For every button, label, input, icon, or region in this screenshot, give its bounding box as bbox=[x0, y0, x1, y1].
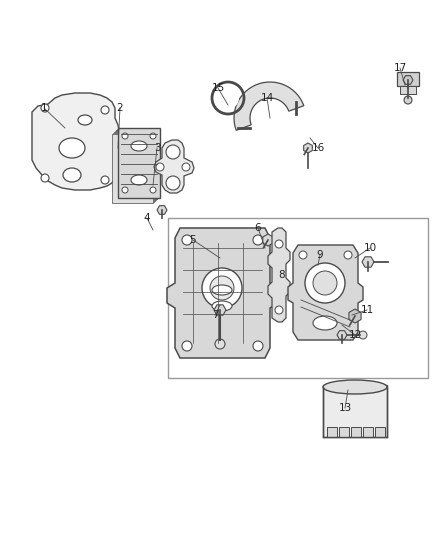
Circle shape bbox=[101, 176, 109, 184]
Bar bbox=[323, 385, 387, 437]
Circle shape bbox=[305, 263, 345, 303]
Circle shape bbox=[156, 163, 164, 171]
Text: 7: 7 bbox=[212, 310, 218, 320]
Circle shape bbox=[41, 174, 49, 182]
Ellipse shape bbox=[131, 175, 147, 185]
Circle shape bbox=[166, 145, 180, 159]
Bar bbox=[397, 72, 419, 86]
Text: 6: 6 bbox=[254, 223, 261, 233]
Circle shape bbox=[182, 163, 190, 171]
Circle shape bbox=[202, 268, 242, 308]
Text: 10: 10 bbox=[364, 243, 377, 253]
Circle shape bbox=[150, 187, 156, 193]
Text: 14: 14 bbox=[260, 93, 274, 103]
Bar bbox=[115, 131, 156, 200]
Circle shape bbox=[217, 87, 239, 109]
Polygon shape bbox=[167, 228, 278, 358]
Text: 2: 2 bbox=[117, 103, 124, 113]
Bar bbox=[339, 427, 349, 437]
Circle shape bbox=[122, 187, 128, 193]
Text: 12: 12 bbox=[348, 330, 362, 340]
Polygon shape bbox=[337, 330, 347, 340]
Circle shape bbox=[299, 251, 307, 259]
Circle shape bbox=[275, 306, 283, 314]
Ellipse shape bbox=[78, 115, 92, 125]
Polygon shape bbox=[362, 257, 374, 267]
Ellipse shape bbox=[212, 301, 232, 311]
Polygon shape bbox=[349, 309, 361, 323]
Bar bbox=[114, 132, 155, 201]
Polygon shape bbox=[263, 234, 273, 246]
Text: 3: 3 bbox=[154, 143, 160, 153]
Circle shape bbox=[210, 276, 234, 300]
Ellipse shape bbox=[323, 380, 387, 394]
Circle shape bbox=[275, 240, 283, 248]
Ellipse shape bbox=[212, 285, 232, 295]
Circle shape bbox=[215, 339, 225, 349]
Text: 9: 9 bbox=[317, 250, 323, 260]
Bar bbox=[117, 130, 157, 199]
Ellipse shape bbox=[313, 316, 337, 330]
Bar bbox=[168, 218, 428, 378]
Bar bbox=[116, 131, 157, 199]
Polygon shape bbox=[234, 82, 304, 130]
Bar bbox=[117, 129, 158, 198]
Text: 17: 17 bbox=[393, 63, 406, 73]
Text: 16: 16 bbox=[311, 143, 325, 153]
Circle shape bbox=[166, 176, 180, 190]
Bar bbox=[363, 427, 373, 437]
Circle shape bbox=[122, 133, 128, 139]
Bar bbox=[327, 427, 337, 437]
Circle shape bbox=[344, 251, 352, 259]
Circle shape bbox=[313, 271, 337, 295]
Polygon shape bbox=[154, 140, 194, 193]
Polygon shape bbox=[214, 305, 226, 315]
Bar bbox=[118, 128, 160, 198]
Circle shape bbox=[101, 106, 109, 114]
Text: 13: 13 bbox=[339, 403, 352, 413]
Text: 8: 8 bbox=[279, 270, 285, 280]
Polygon shape bbox=[268, 228, 290, 322]
Polygon shape bbox=[157, 206, 167, 214]
Circle shape bbox=[150, 133, 156, 139]
Text: 4: 4 bbox=[144, 213, 150, 223]
Bar bbox=[351, 427, 361, 437]
Circle shape bbox=[253, 235, 263, 245]
Polygon shape bbox=[403, 76, 413, 84]
Circle shape bbox=[359, 331, 367, 339]
Bar bbox=[113, 133, 154, 202]
Bar bbox=[375, 427, 385, 437]
Circle shape bbox=[182, 235, 192, 245]
Bar bbox=[400, 86, 416, 94]
Circle shape bbox=[182, 341, 192, 351]
Circle shape bbox=[404, 96, 412, 104]
Circle shape bbox=[41, 104, 49, 112]
Text: 1: 1 bbox=[41, 103, 47, 113]
Bar bbox=[118, 128, 159, 197]
Text: 5: 5 bbox=[190, 235, 196, 245]
Bar bbox=[113, 134, 153, 203]
Polygon shape bbox=[32, 93, 120, 190]
Polygon shape bbox=[288, 245, 363, 340]
Ellipse shape bbox=[63, 168, 81, 182]
Polygon shape bbox=[304, 143, 312, 153]
Ellipse shape bbox=[59, 138, 85, 158]
Circle shape bbox=[253, 341, 263, 351]
Ellipse shape bbox=[131, 141, 147, 151]
Text: 15: 15 bbox=[212, 83, 225, 93]
Text: 11: 11 bbox=[360, 305, 374, 315]
